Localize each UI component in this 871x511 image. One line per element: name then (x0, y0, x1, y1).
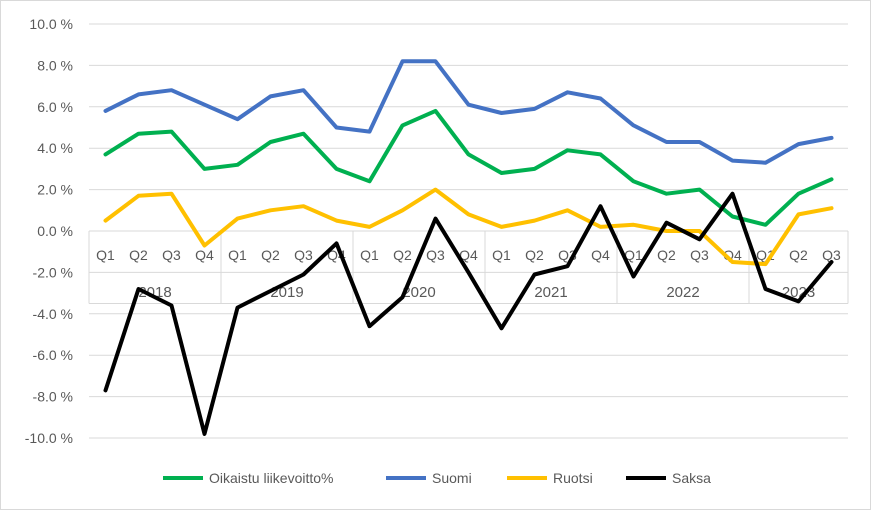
series-line-suomi (103, 59, 834, 165)
series-line-ruotsi (103, 187, 834, 267)
x-tick-label: Q2 (261, 247, 280, 263)
y-tick-label: -2.0 % (33, 264, 73, 280)
y-tick-label: 2.0 % (37, 182, 73, 198)
legend-label: Suomi (432, 470, 472, 486)
y-tick-label: 8.0 % (37, 57, 73, 73)
x-tick-label: Q2 (393, 247, 412, 263)
x-tick-label: Q4 (459, 247, 478, 263)
x-tick-label: Q3 (426, 247, 445, 263)
y-tick-label: 0.0 % (37, 223, 73, 239)
year-label: 2022 (666, 284, 699, 301)
year-label: 2021 (534, 284, 567, 301)
y-tick-label: -8.0 % (33, 389, 73, 405)
legend-label: Saksa (672, 470, 711, 486)
year-label: 2018 (138, 284, 171, 301)
x-tick-label: Q1 (360, 247, 379, 263)
legend-label: Ruotsi (553, 470, 593, 486)
x-tick-label: Q3 (690, 247, 709, 263)
x-tick-label: Q1 (624, 247, 643, 263)
year-label: 2020 (402, 284, 435, 301)
x-tick-label: Q3 (294, 247, 313, 263)
x-tick-label: Q1 (96, 247, 115, 263)
x-tick-label: Q2 (789, 247, 808, 263)
x-tick-label: Q2 (525, 247, 544, 263)
series-line-oikaistu-liikevoitto (103, 108, 834, 227)
x-tick-label: Q1 (492, 247, 511, 263)
y-tick-label: 4.0 % (37, 140, 73, 156)
x-tick-label: Q3 (822, 247, 841, 263)
y-tick-label: 10.0 % (29, 16, 73, 32)
y-tick-label: -4.0 % (33, 306, 73, 322)
y-tick-label: -10.0 % (25, 430, 73, 446)
x-tick-label: Q2 (129, 247, 148, 263)
x-tick-label: Q3 (162, 247, 181, 263)
x-tick-label: Q2 (657, 247, 676, 263)
x-tick-label: Q1 (228, 247, 247, 263)
x-tick-label: Q4 (195, 247, 214, 263)
legend-label: Oikaistu liikevoitto% (209, 470, 334, 486)
x-tick-label: Q4 (591, 247, 610, 263)
y-tick-label: -6.0 % (33, 347, 73, 363)
y-tick-label: 6.0 % (37, 99, 73, 115)
series-line-saksa (103, 191, 834, 436)
